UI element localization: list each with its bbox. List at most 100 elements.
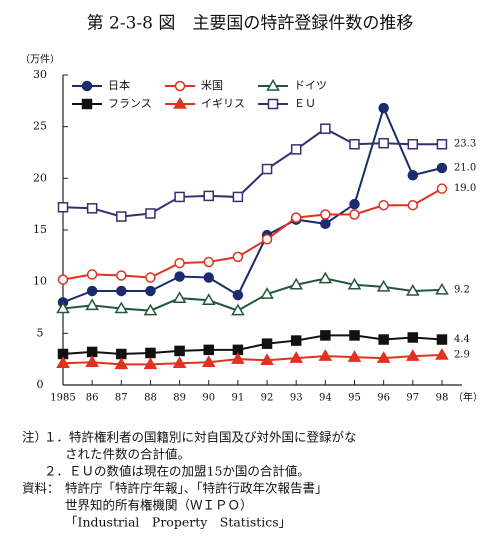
x-tick-label: 91 [232,393,245,404]
data-point [172,291,187,303]
data-point [203,256,214,268]
data-point [86,285,98,297]
data-point [407,332,419,343]
note-line: 資料： [22,481,60,496]
data-point [232,191,244,203]
data-point [143,303,158,316]
data-point [349,198,360,210]
x-tick-label: 98 [436,393,449,404]
data-point [320,330,331,341]
data-point [114,301,129,314]
data-point [378,199,389,211]
note-line: ２．ＥＵの数値は現在の加盟15か国の合計値。 [44,464,310,479]
y-tick-label: 0 [37,378,44,391]
data-point [407,169,419,181]
data-point [289,351,304,363]
x-tick-label: 89 [173,393,186,404]
note-line: 「Industrial Property Statistics」 [65,515,291,530]
data-point [320,218,331,230]
legend-label: ＥＵ [294,97,316,110]
data-point [116,211,127,222]
data-point [378,137,389,149]
data-point [86,203,98,214]
data-point [145,285,156,297]
data-point [85,298,99,311]
x-tick-label: 86 [86,393,99,404]
value-label: 4.4 [454,334,470,345]
data-point [347,277,362,290]
data-point [349,209,360,220]
y-tick-label: 20 [33,171,47,184]
data-point [405,283,420,296]
legend-label: フランス [108,97,152,110]
y-tick-label: 10 [33,275,47,288]
data-point [407,199,419,211]
data-point [407,138,419,150]
data-point [85,355,99,368]
data-point [203,190,214,202]
data-point [57,274,69,285]
data-point [172,356,187,369]
data-point [56,356,70,369]
legend-label: 米国 [201,79,223,92]
data-point [143,357,158,370]
data-point [56,301,70,314]
data-point [349,330,360,341]
y-axis-unit: （万件） [20,54,60,66]
data-point [290,212,302,223]
data-point [436,183,448,194]
data-point [347,350,362,362]
data-point [376,279,391,292]
series-line [62,277,442,312]
data-point [261,338,273,349]
data-point [86,269,98,280]
data-point [114,357,129,370]
data-point [436,138,448,150]
data-point [320,209,331,220]
data-point [116,270,127,281]
note-line: された件数の合計値。 [65,447,190,462]
data-point [145,272,156,283]
data-point [231,352,245,364]
x-axis-unit: （年） [453,391,483,404]
data-point [174,271,185,282]
value-label: 21.0 [454,163,476,174]
x-tick-label: 95 [348,393,361,404]
data-point [260,287,274,299]
data-point [349,138,360,150]
y-tick-label: 25 [33,120,47,133]
legend-label: イギリス [201,97,245,110]
value-label: 23.3 [454,139,476,150]
data-point [436,334,448,345]
value-label: 19.0 [454,183,476,194]
data-point [203,344,214,356]
data-point [320,123,331,134]
x-tick-label: 90 [202,393,215,404]
legend-marker [174,80,186,92]
legend-marker [173,97,187,109]
data-point [376,351,391,363]
data-point [201,355,216,368]
x-tick-label: 1985 [50,393,75,404]
x-tick-label: 92 [261,393,274,404]
legend-label: ドイツ [294,79,327,92]
value-label: 9.2 [454,284,470,295]
chart-title: 第 2-3-8 図 主要国の特許登録件数の推移 [87,14,414,34]
legend-marker [267,98,279,110]
note-line: 世界知的所有権機関（ＷＩＰＯ） [65,498,253,513]
legend-marker [81,98,93,110]
data-point [231,303,245,316]
note-line: 特許庁「特許庁年報」、「特許行政年次報告書」 [65,481,328,496]
data-point [203,272,214,283]
data-point [232,251,244,263]
y-tick-label: 30 [33,68,47,81]
data-point [436,162,448,174]
data-point [174,257,185,269]
data-point [290,335,302,346]
data-point [378,102,389,114]
data-point [378,334,389,345]
x-tick-label: 97 [406,393,419,404]
note-line: 注） [22,430,47,445]
data-point [290,144,302,155]
